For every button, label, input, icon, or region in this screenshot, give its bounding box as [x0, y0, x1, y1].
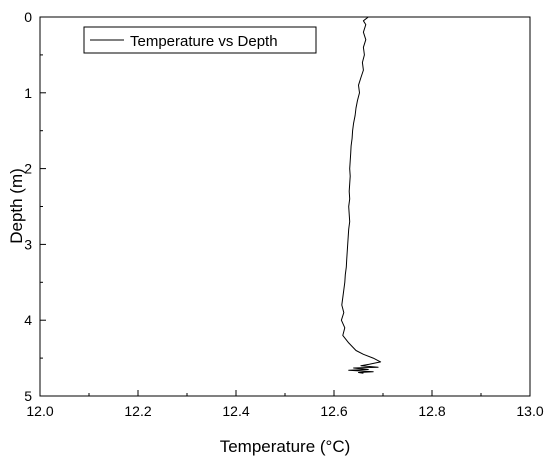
- y-axis-ticks: 0 1 2 3 4 5: [24, 9, 46, 404]
- plot-frame: [39, 16, 531, 397]
- legend-label: Temperature vs Depth: [130, 33, 278, 50]
- x-tick-label: 12.4: [222, 403, 249, 419]
- series-layer: [340, 16, 382, 374]
- y-tick-label: 2: [24, 161, 32, 177]
- legend: Temperature vs Depth: [83, 26, 317, 54]
- x-axis-title: Temperature (°C): [220, 437, 351, 456]
- x-tick-label: 12.6: [320, 403, 347, 419]
- series-line: [340, 16, 382, 374]
- x-axis-ticks: 12.0 12.2 12.4 12.6 12.8 13.0: [26, 390, 544, 419]
- x-tick-label: 12.8: [418, 403, 445, 419]
- x-tick-label: 13.0: [516, 403, 543, 419]
- x-tick-label: 12.2: [124, 403, 151, 419]
- plot-area: 12.0 12.2 12.4 12.6 12.8 13.0 0 1 2 3 4 5: [24, 9, 544, 419]
- y-tick-label: 5: [24, 388, 32, 404]
- y-axis-title: Depth (m): [7, 168, 26, 244]
- y-tick-label: 0: [24, 9, 32, 25]
- y-tick-label: 3: [24, 236, 32, 252]
- y-tick-label: 4: [24, 312, 32, 328]
- y-tick-label: 1: [24, 85, 32, 101]
- x-tick-label: 12.0: [26, 403, 53, 419]
